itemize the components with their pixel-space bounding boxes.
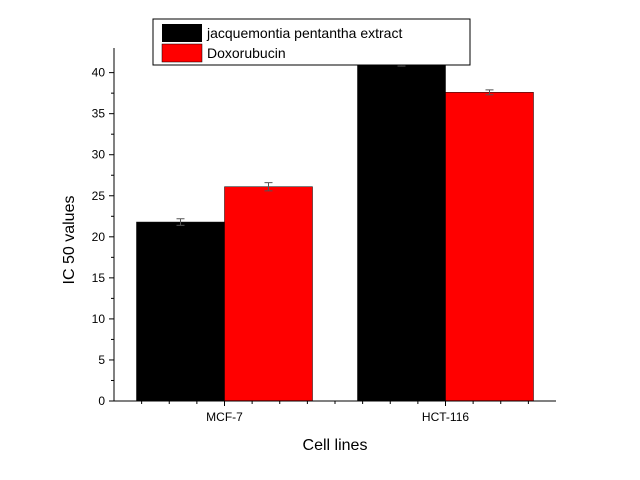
axes: 0 5 10 15 20 25 30 35 40 MCF-7 HCT-116 (92, 48, 556, 424)
y-axis-title: IC 50 values (61, 196, 78, 285)
y-tick-label: 40 (92, 66, 106, 80)
legend-label-doxorubucin: Doxorubucin (207, 45, 286, 61)
legend-label-jacquemontia: jacquemontia pentantha extract (206, 25, 402, 41)
x-tick-label: HCT-116 (422, 410, 469, 424)
legend-swatch-doxorubucin (161, 43, 203, 63)
legend-frame (152, 18, 471, 66)
x-axis-title: Cell lines (303, 437, 368, 454)
y-tick-label: 15 (92, 271, 106, 285)
y-tick-label: 5 (98, 353, 105, 367)
bar-mcf-7-series-0 (136, 221, 225, 402)
y-tick-label: 35 (92, 107, 106, 121)
y-tick-label: 20 (92, 230, 106, 244)
y-tick-label: 25 (92, 189, 106, 203)
y-tick-label: 0 (98, 394, 105, 408)
y-tick-label: 30 (92, 148, 106, 162)
bar-mcf-7-series-1 (224, 186, 313, 402)
legend-swatch-jacquemontia (162, 24, 202, 42)
legend: jacquemontia pentantha extract Doxorubuc… (152, 18, 471, 66)
bar-hct-116-series-0 (357, 64, 446, 402)
x-axis-ticks: MCF-7 HCT-116 (141, 401, 529, 424)
plot-area (136, 62, 534, 402)
bar-hct-116-series-1 (445, 92, 534, 402)
x-tick-label: MCF-7 (206, 410, 243, 424)
y-tick-label: 10 (92, 312, 106, 326)
y-axis-ticks: 0 5 10 15 20 25 30 35 40 (92, 66, 114, 408)
